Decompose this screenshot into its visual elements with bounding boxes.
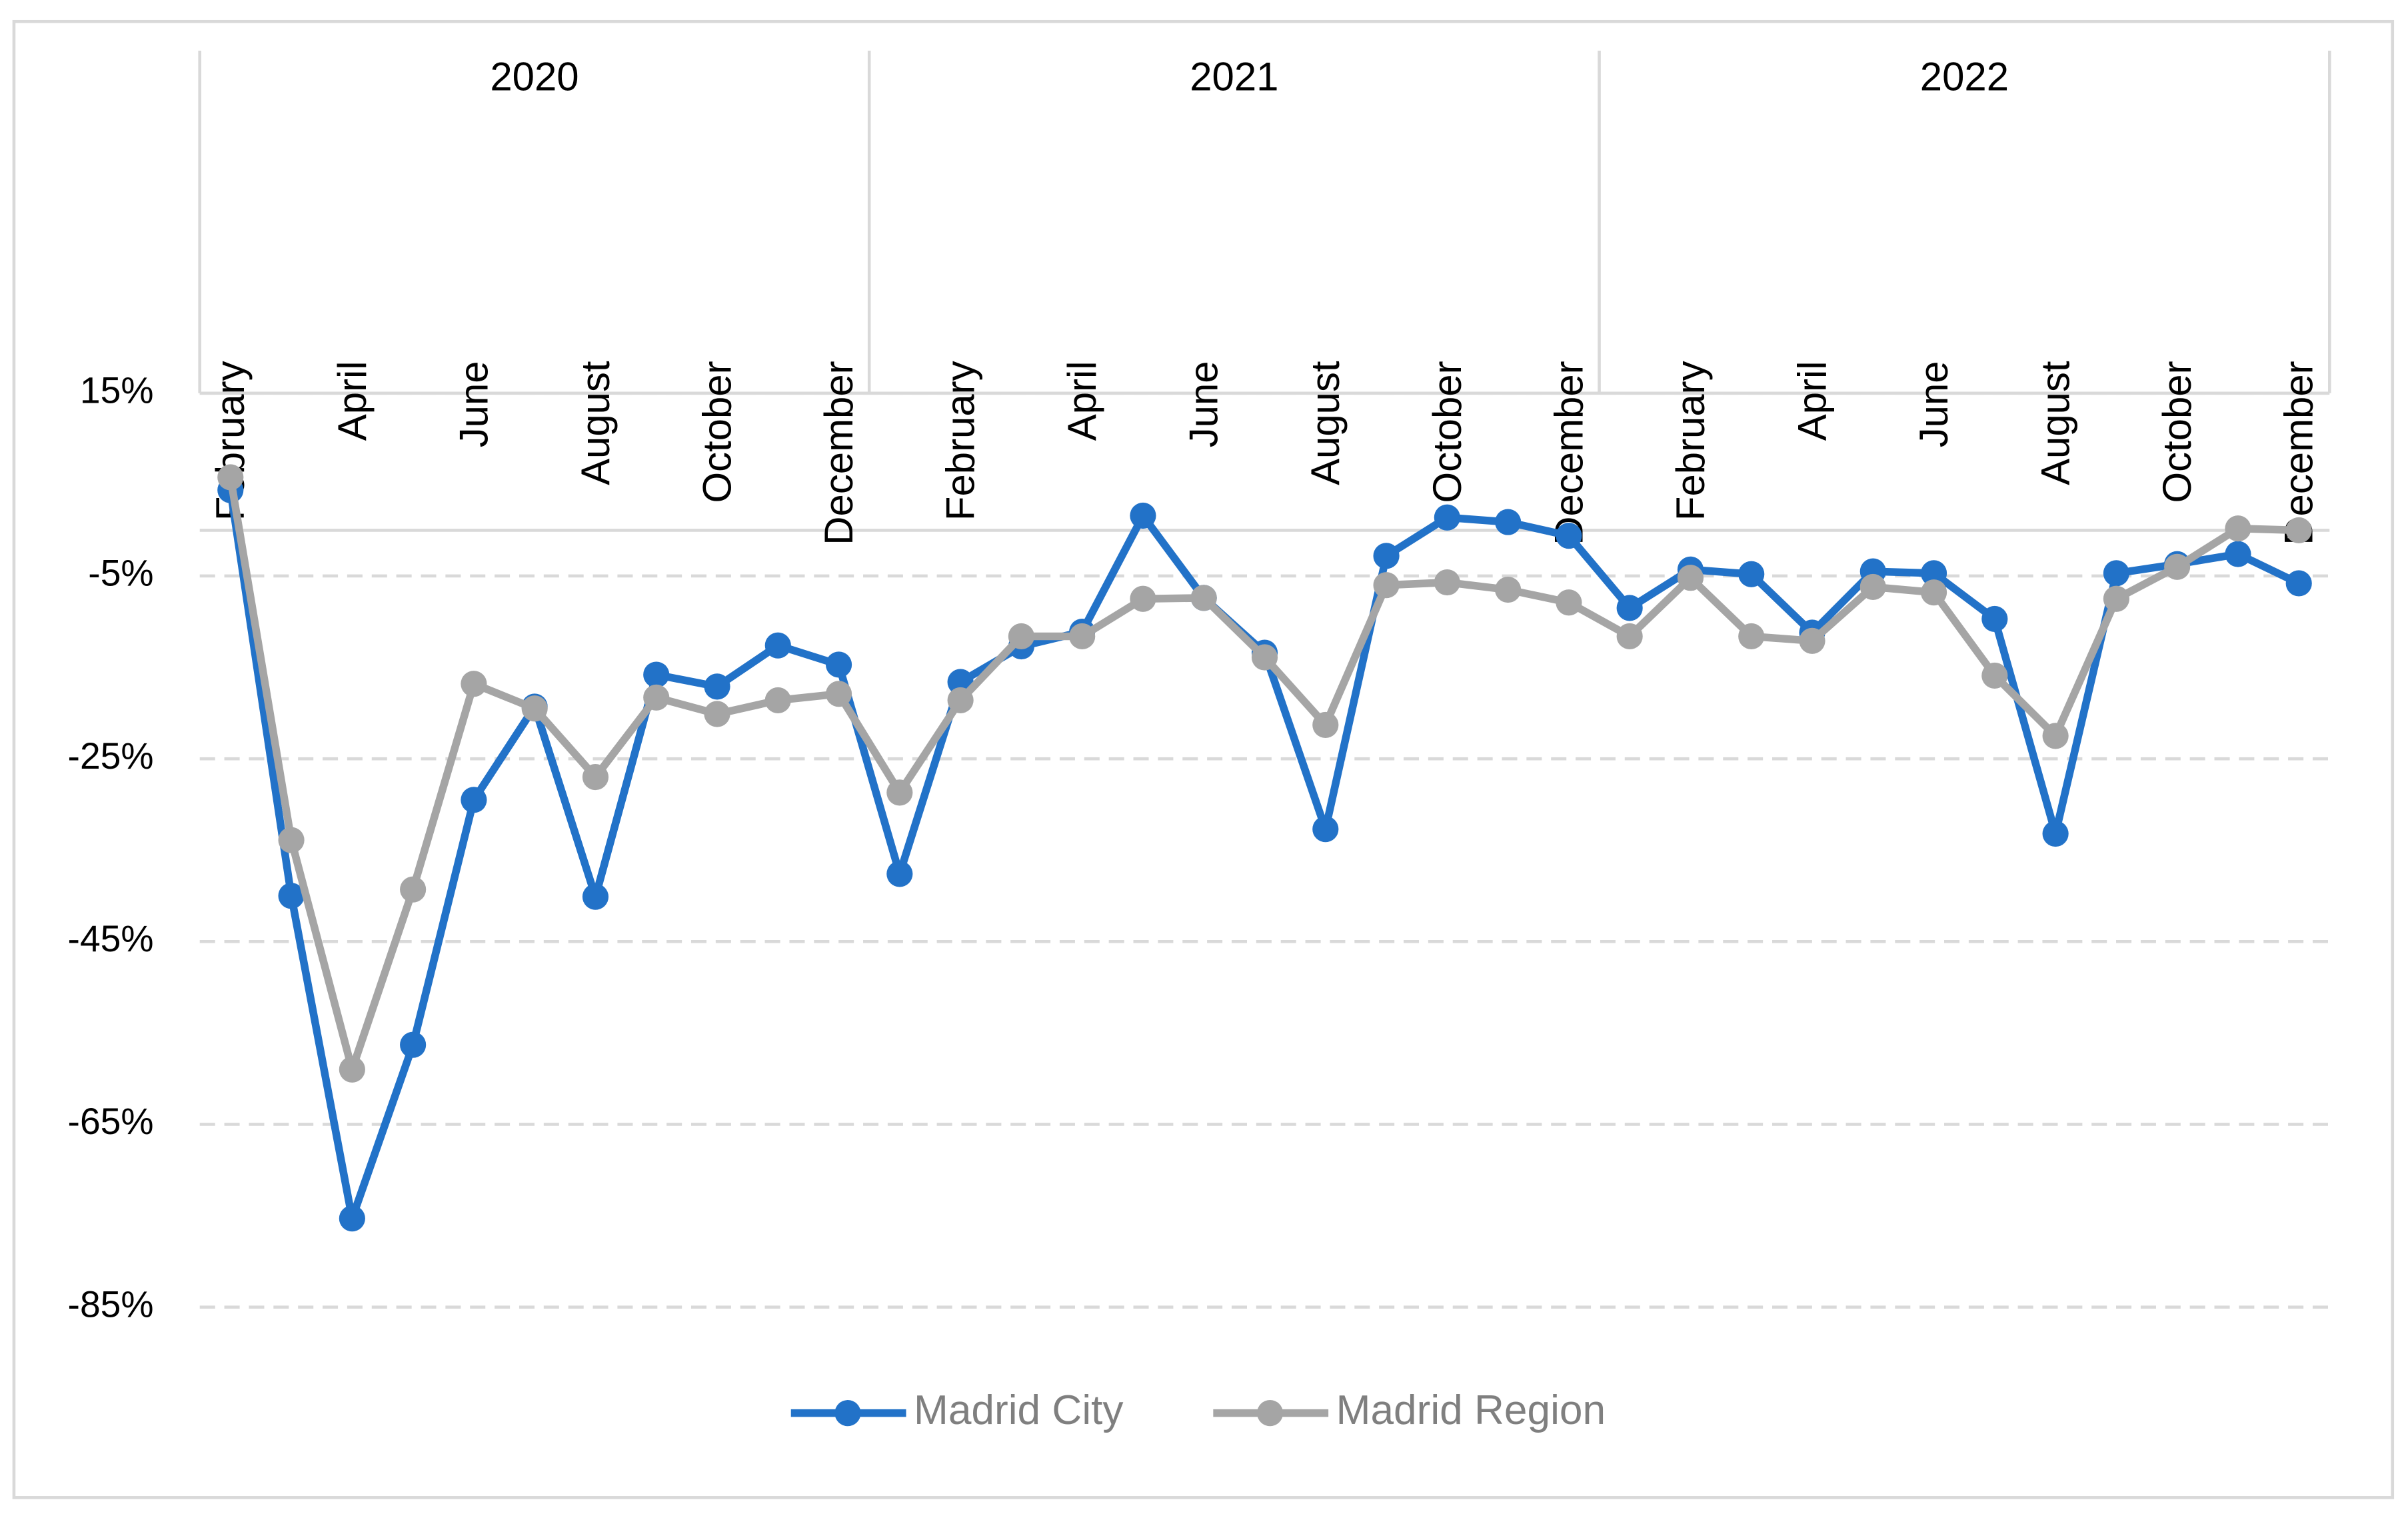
data-point: [461, 787, 487, 813]
legend-label: Madrid City: [914, 1387, 1123, 1433]
x-tick-label: April: [330, 361, 375, 441]
data-point: [521, 695, 548, 722]
y-tick-label: -85%: [68, 1283, 154, 1325]
data-point: [2042, 723, 2069, 749]
data-point: [1495, 509, 1522, 535]
data-point: [1738, 561, 1765, 587]
legend-marker: [1256, 1400, 1284, 1427]
data-point: [1556, 589, 1582, 616]
data-point: [764, 687, 791, 714]
data-point: [643, 661, 670, 688]
data-point: [1616, 623, 1643, 650]
data-point: [1312, 711, 1339, 739]
y-tick-label: -65%: [68, 1101, 154, 1142]
x-tick-label: August: [1303, 361, 1348, 485]
data-point: [1799, 627, 1825, 654]
y-tick-label: -25%: [68, 735, 154, 777]
data-point: [2225, 515, 2251, 542]
x-tick-label: April: [1790, 361, 1834, 441]
data-point: [1373, 543, 1400, 569]
data-point: [582, 763, 609, 791]
data-point: [2103, 560, 2129, 587]
data-point: [1981, 605, 2008, 632]
data-point: [1677, 565, 1704, 591]
data-point: [704, 701, 730, 727]
data-point: [643, 684, 670, 711]
x-tick-label: August: [573, 361, 618, 485]
x-tick-label: June: [1911, 361, 1956, 447]
x-tick-label: June: [451, 361, 496, 447]
data-point: [278, 827, 305, 853]
x-tick-label: October: [694, 361, 739, 503]
x-tick-label: December: [816, 361, 861, 545]
data-point: [2042, 820, 2069, 847]
data-point: [582, 883, 609, 910]
data-point: [1859, 573, 1886, 601]
x-tick-label: October: [1425, 361, 1470, 503]
y-tick-label: -5%: [88, 553, 153, 594]
data-point: [1373, 572, 1400, 599]
data-point: [947, 687, 974, 714]
x-tick-label: December: [2277, 361, 2321, 545]
data-point: [278, 883, 305, 909]
data-point: [825, 681, 852, 707]
data-point: [1069, 623, 1096, 650]
data-point: [1434, 504, 1460, 531]
x-tick-label: February: [938, 361, 983, 521]
data-point: [1130, 585, 1156, 612]
legend-label: Madrid Region: [1336, 1387, 1606, 1433]
year-label: 2022: [1920, 55, 2009, 99]
data-point: [217, 464, 244, 491]
data-point: [2103, 585, 2129, 612]
data-point: [764, 632, 791, 659]
data-point: [1312, 816, 1339, 843]
x-tick-label: August: [2033, 361, 2078, 485]
data-point: [1616, 595, 1643, 621]
data-point: [400, 876, 427, 903]
data-point: [1434, 569, 1460, 596]
data-point: [825, 651, 852, 678]
data-point: [461, 671, 487, 697]
data-point: [1981, 662, 2008, 689]
x-tick-label: April: [1060, 361, 1104, 441]
legend-marker: [834, 1400, 861, 1427]
data-point: [339, 1205, 365, 1232]
data-point: [1920, 579, 1947, 606]
x-tick-label: June: [1182, 361, 1226, 447]
x-tick-label: December: [1546, 361, 1591, 545]
data-point: [1738, 623, 1765, 650]
data-point: [886, 861, 913, 887]
data-point: [1495, 576, 1522, 603]
data-point: [2285, 517, 2312, 544]
data-point: [886, 779, 913, 806]
data-point: [2225, 541, 2251, 567]
x-tick-label: February: [1668, 361, 1713, 521]
data-point: [400, 1031, 427, 1058]
data-point: [1130, 502, 1156, 529]
data-point: [1920, 560, 1947, 587]
year-label: 2021: [1190, 55, 1278, 99]
data-point: [1251, 644, 1278, 671]
data-point: [339, 1056, 365, 1083]
year-label: 2020: [490, 55, 579, 99]
data-point: [1556, 523, 1582, 549]
data-point: [2285, 570, 2312, 597]
data-point: [2164, 553, 2191, 580]
y-tick-label: -45%: [68, 918, 154, 959]
data-point: [704, 673, 730, 700]
x-tick-label: October: [2155, 361, 2199, 503]
data-point: [1008, 623, 1034, 650]
data-point: [1190, 585, 1217, 611]
y-tick-label: 15%: [80, 369, 154, 411]
